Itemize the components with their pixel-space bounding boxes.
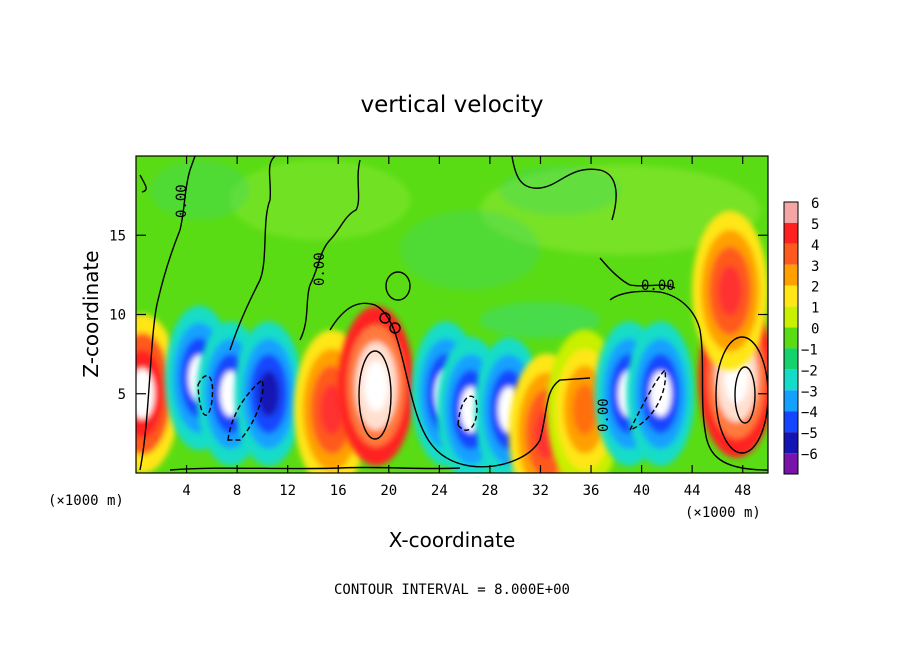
colorbar-swatch: [784, 202, 798, 223]
colorbar-label: −5: [801, 426, 818, 442]
turbulence-texture: [150, 160, 760, 338]
closed-contour-updraft-core: [358, 350, 392, 440]
zero-contour-bottom: [169, 466, 461, 471]
downdraft-level: [649, 370, 672, 417]
updraft-level: [718, 265, 743, 316]
colorbar-swatch: [784, 327, 798, 349]
colorbar-swatch: [784, 390, 798, 412]
x-unit-left: (×1000 m): [48, 493, 124, 509]
x-tick-label: 20: [380, 483, 397, 499]
x-tick-label: 28: [481, 483, 498, 499]
updraft-region: [692, 210, 768, 371]
colorbar-label: 4: [811, 238, 819, 254]
colorbar-swatch: [784, 411, 798, 433]
x-tick-label: 44: [684, 483, 701, 499]
colorbar-label: 1: [811, 301, 819, 317]
updraft-level: [364, 360, 389, 412]
contour-label: 0.00: [312, 252, 328, 286]
y-tick-label: 10: [109, 308, 126, 324]
updraft-level: [572, 384, 597, 435]
colorbar-label: −2: [801, 363, 818, 379]
y-tick-label: 15: [109, 228, 126, 244]
zero-contour-ridge: [299, 159, 361, 341]
x-unit-right: (×1000 m): [685, 505, 761, 521]
colorbar-label: 6: [811, 196, 819, 212]
closed-contour-small-2: [379, 312, 391, 324]
colorbar-swatch: [784, 285, 798, 307]
colorbar-swatch: [784, 306, 798, 328]
downdraft-region: [234, 321, 303, 466]
colorbar-swatch: [784, 369, 798, 391]
x-tick-label: 40: [633, 483, 650, 499]
x-tick-label: 12: [279, 483, 296, 499]
updraft-level: [319, 384, 344, 435]
x-tick-label: 8: [233, 483, 241, 499]
downdraft-region: [626, 321, 695, 466]
y-axis-label: Z-coordinate: [79, 250, 103, 377]
contour-labels: 0.00 0.00 0.00 0.00: [174, 184, 675, 432]
closed-contour-right-outer: [715, 336, 768, 454]
y-tick-label: 5: [118, 387, 126, 403]
y-axis: 5 10 15: [109, 228, 768, 403]
x-tick-label: 32: [532, 483, 549, 499]
updraft-region: [338, 306, 415, 466]
zero-contour-right-top: [599, 257, 676, 289]
dashed-contour-1: [197, 375, 214, 416]
zero-contour-left: [139, 156, 196, 471]
zero-contour-right: [609, 290, 768, 471]
colorbar: 6 5 4 3 2 1 0 −1 −2 −3 −4 −5 −6: [783, 196, 819, 475]
closed-contour-small-1: [385, 271, 411, 301]
colorbar-label: −6: [801, 447, 818, 463]
colorbar-swatch: [784, 264, 798, 286]
colorbar-frame: [783, 201, 799, 475]
x-tick-label: 4: [182, 483, 190, 499]
x-axis-label: X-coordinate: [389, 528, 516, 552]
contour-interval-note: CONTOUR INTERVAL = 8.000E+00: [334, 582, 570, 598]
contour-label: 0.00: [641, 278, 675, 294]
plot-area: [136, 156, 768, 473]
downdraft-level: [257, 370, 280, 417]
colorbar-swatch: [784, 432, 798, 454]
colorbar-label: −1: [801, 342, 818, 358]
contour-label: 0.00: [174, 184, 190, 218]
zero-contour-mid: [229, 156, 276, 351]
colorbar-label: 5: [811, 217, 819, 233]
colorbar-swatch: [784, 222, 798, 244]
closed-contour-small-3: [389, 322, 401, 334]
x-tick-label: 36: [583, 483, 600, 499]
x-axis: 4 8 12 16 20 24 28 32 36 40 44 48: [182, 156, 751, 499]
contour-label: 0.00: [596, 398, 612, 432]
dashed-contour-2: [227, 378, 264, 441]
dashed-contour-3: [457, 395, 478, 431]
zero-contour-center-top: [511, 156, 617, 221]
colorbar-swatch: [784, 243, 798, 265]
zero-contour-updraft: [329, 302, 591, 468]
colorbar-label: −3: [801, 384, 818, 400]
contour-lines: [139, 156, 768, 471]
x-tick-label: 48: [734, 483, 751, 499]
colorbar-label: 0: [811, 322, 819, 338]
colorbar-label: −4: [801, 405, 818, 421]
x-tick-label: 16: [330, 483, 347, 499]
colorbar-label: 3: [811, 259, 819, 275]
closed-contour-right-core: [734, 366, 756, 424]
colorbar-swatch: [784, 453, 798, 474]
colorbar-label: 2: [811, 280, 819, 296]
chart-title: vertical velocity: [361, 92, 544, 118]
zero-contour-left-upper: [139, 174, 147, 193]
x-tick-label: 24: [431, 483, 448, 499]
dashed-contour-4: [628, 368, 667, 432]
colorbar-swatch: [784, 348, 798, 370]
